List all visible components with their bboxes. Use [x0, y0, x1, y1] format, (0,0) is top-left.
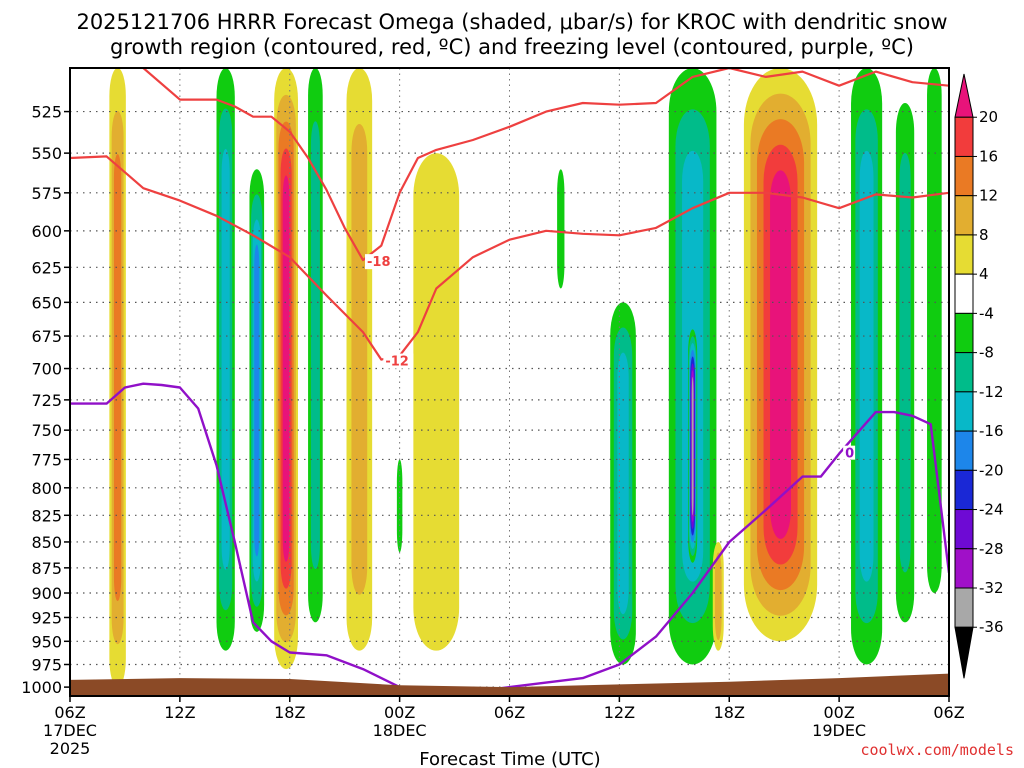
x-tick-label: 00Z	[384, 703, 415, 722]
x-date-label: 18DEC	[373, 721, 427, 740]
colorbar-label: -20	[979, 461, 1004, 479]
colorbar-label: -36	[979, 618, 1004, 636]
colorbar-swatch	[954, 195, 974, 236]
y-tick-label: 650	[31, 293, 62, 312]
omega-band	[714, 552, 722, 641]
omega-band	[310, 121, 320, 569]
omega-band	[557, 169, 565, 289]
colorbar-label: -32	[979, 579, 1004, 597]
y-tick-label: 1000	[21, 678, 62, 697]
x-axis-label: Forecast Time (UTC)	[419, 749, 600, 768]
dgz-label-bg	[365, 254, 395, 270]
chart-title-line1: 2025121706 HRRR Forecast Omega (shaded, …	[76, 10, 947, 34]
colorbar-label: -12	[979, 383, 1004, 401]
omega-band	[282, 175, 290, 562]
y-axis: 525 550 575 600 625 650 675 700 725 750 775 800 825 8…	[21, 103, 70, 697]
colorbar: 20 16 12 8 4 -4 -8 -12 -16 -20 -24 -28 -32 -36	[954, 73, 1004, 679]
y-tick-label: 575	[31, 184, 62, 203]
colorbar-swatch	[954, 155, 974, 197]
omega-band	[113, 153, 122, 602]
colorbar-swatch	[954, 548, 974, 589]
y-tick-label: 725	[31, 391, 62, 410]
gridlines	[70, 68, 949, 696]
colorbar-label: 12	[979, 187, 998, 205]
colorbar-swatch	[954, 234, 974, 275]
colorbar-label: -8	[979, 344, 994, 362]
colorbar-label: -28	[979, 540, 1004, 558]
omega-band	[927, 68, 942, 594]
colorbar-swatch	[954, 626, 974, 679]
colorbar-label: 8	[979, 226, 989, 244]
credit-text: coolwx.com/models	[860, 741, 1014, 759]
x-year-label: 2025	[50, 739, 91, 758]
y-tick-label: 550	[31, 144, 62, 163]
omega-band	[859, 150, 874, 582]
y-tick-label: 600	[31, 222, 62, 241]
colorbar-swatch	[954, 391, 974, 432]
y-tick-label: 700	[31, 360, 62, 379]
y-tick-label: 525	[31, 103, 62, 122]
x-tick-label: 06Z	[933, 703, 964, 722]
x-tick-label: 12Z	[604, 703, 635, 722]
colorbar-swatch	[954, 273, 974, 314]
colorbar-swatch	[954, 430, 974, 471]
colorbar-swatch	[954, 469, 974, 511]
colorbar-swatch	[954, 73, 974, 118]
y-tick-label: 775	[31, 450, 62, 469]
x-date-label: 19DEC	[812, 721, 866, 740]
y-tick-label: 675	[31, 327, 62, 346]
y-tick-label: 975	[31, 655, 62, 674]
colorbar-label: -16	[979, 422, 1004, 440]
colorbar-swatch	[954, 116, 974, 157]
dgz-label-bg	[383, 353, 414, 369]
colorbar-label: -24	[979, 501, 1004, 519]
colorbar-label: 4	[979, 265, 989, 283]
contours: -12 -18 0	[70, 68, 949, 695]
x-tick-label: 12Z	[164, 703, 195, 722]
y-tick-label: 900	[31, 584, 62, 603]
y-tick-label: 925	[31, 608, 62, 627]
dgz-contour-label: -18	[367, 255, 391, 270]
freezing-label-bg	[843, 445, 856, 460]
colorbar-swatch	[954, 587, 974, 628]
omega-band	[396, 459, 403, 553]
omega-shading	[109, 68, 942, 688]
x-date-label: 17DEC	[43, 721, 97, 740]
omega-band	[691, 376, 694, 516]
colorbar-label: -4	[979, 304, 994, 322]
x-tick-label: 18Z	[714, 703, 745, 722]
omega-band	[899, 152, 911, 573]
x-tick-label: 06Z	[494, 703, 525, 722]
y-tick-label: 850	[31, 533, 62, 552]
colorbar-swatch	[954, 509, 974, 550]
colorbar-label: 20	[979, 108, 998, 126]
omega-band	[221, 148, 230, 570]
dgz-contour-label: -12	[385, 355, 409, 370]
y-tick-label: 950	[31, 632, 62, 651]
ground-terrain	[70, 673, 949, 696]
chart-title-line2: growth region (contoured, red, ºC) and f…	[110, 35, 914, 59]
dgz-contour	[70, 155, 949, 361]
y-tick-label: 625	[31, 258, 62, 277]
y-tick-label: 750	[31, 421, 62, 440]
omega-band	[617, 352, 629, 615]
omega-band	[254, 244, 260, 557]
colorbar-swatch	[954, 312, 974, 354]
y-tick-label: 800	[31, 479, 62, 498]
x-tick-label: 00Z	[823, 703, 854, 722]
colorbar-label: 16	[979, 147, 998, 165]
freezing-level-label: 0	[845, 447, 854, 462]
omega-band	[770, 170, 791, 539]
dgz-contour	[142, 68, 949, 262]
omega-band	[413, 153, 460, 651]
x-tick-label: 06Z	[54, 703, 85, 722]
y-tick-label: 875	[31, 559, 62, 578]
colorbar-swatch	[954, 352, 974, 393]
x-tick-label: 18Z	[274, 703, 305, 722]
y-tick-label: 825	[31, 506, 62, 525]
omega-band	[351, 124, 368, 595]
